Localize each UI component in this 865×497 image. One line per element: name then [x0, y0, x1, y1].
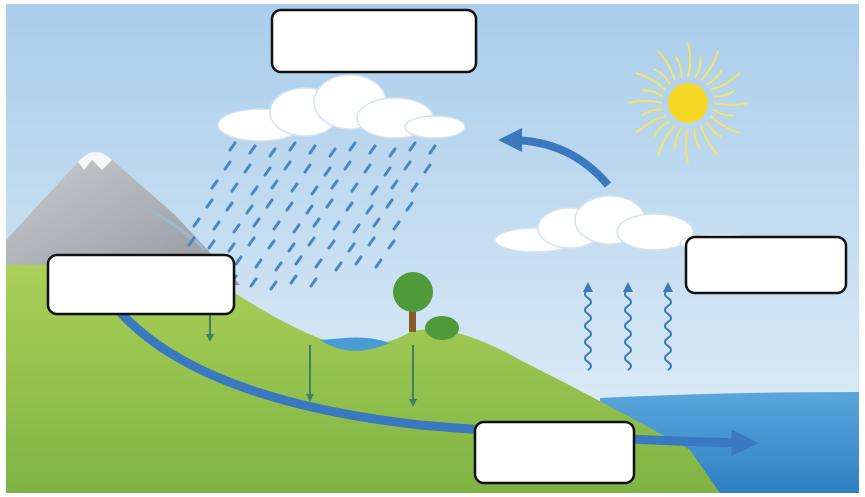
bush [425, 316, 459, 340]
page: (() => { const NS = 'http://www.w3.org/2… [0, 0, 865, 497]
label-box [686, 237, 846, 293]
label-box [272, 10, 476, 72]
label-box [475, 422, 634, 483]
label-box [48, 255, 234, 314]
tree-crown [393, 272, 433, 312]
water-cycle-diagram [0, 0, 865, 497]
